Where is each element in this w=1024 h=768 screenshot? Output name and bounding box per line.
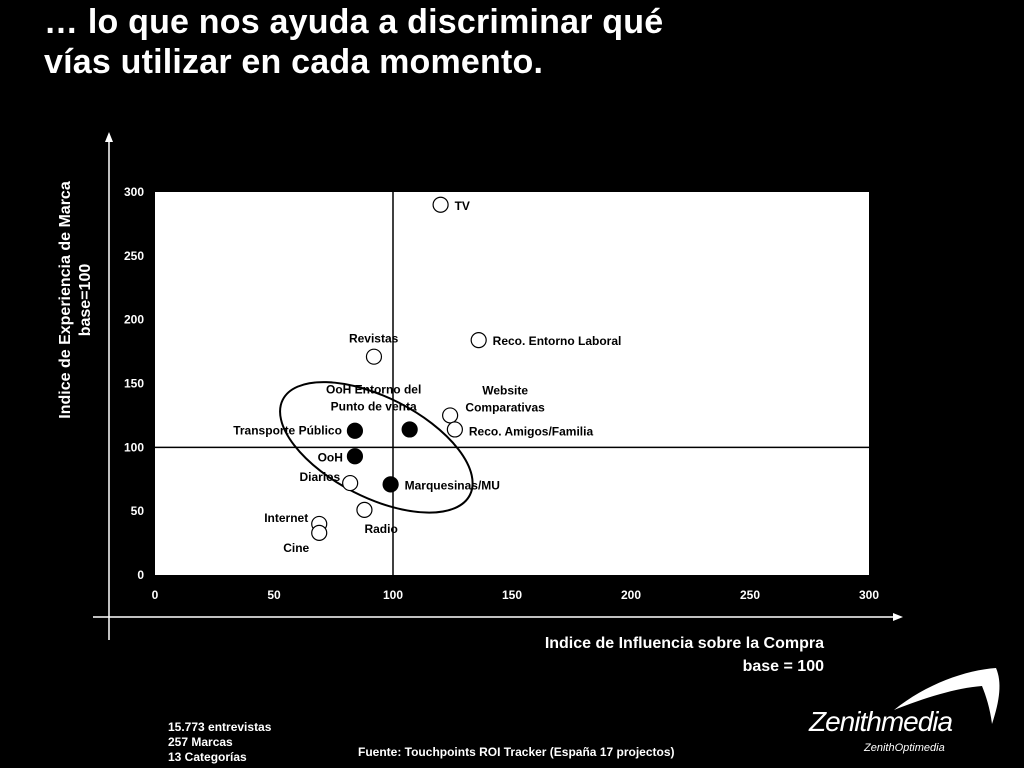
point-label-reco-entorno-laboral: Reco. Entorno Laboral [493,334,622,348]
y-tick-label: 100 [124,440,144,454]
highlight-ellipse-group [279,381,474,514]
title-line-2: vías utilizar en cada momento. [44,43,544,81]
x-axis-label-line-2: base = 100 [742,658,824,675]
x-axis-label-line-1: Indice de Influencia sobre la Compra [544,635,824,652]
brand-sub: ZenithOptimedia [864,742,945,754]
point-marquesinas-mu [382,476,399,493]
chart-ticks: 0 50 100 150 200 250 300 0 50 100 150 200 250 300 [124,185,879,602]
y-axis-arrowhead [105,132,113,142]
chart-points [311,196,487,541]
chart-axes [93,132,903,640]
point-label-internet: Internet [264,511,308,525]
survey-stats: 15.773 entrevistas 257 Marcas 13 Categor… [168,720,271,765]
y-axis-label-line-2: base=100 [77,263,94,337]
y-tick-label: 50 [131,504,145,518]
x-tick-label: 50 [267,588,281,602]
point-reco-amigos-familia [446,421,463,438]
point-label-ooh: OoH [318,450,343,464]
point-label-transporte-publico: Transporte Público [233,424,342,438]
title-line-1: … lo que nos ayuda a discriminar qué [44,3,664,41]
stat-categories: 13 Categorías [168,750,247,764]
highlight-ellipse [279,381,474,514]
point-ooh [346,448,364,465]
point-label-reco-amigos-familia: Reco. Amigos/Familia [469,424,594,438]
y-tick-label: 0 [137,568,144,582]
source-note: Fuente: Touchpoints ROI Tracker (España … [358,745,675,759]
x-axis-arrowhead [893,613,903,621]
swoosh-icon [894,668,1000,724]
stat-interviews: 15.773 entrevistas [168,720,272,734]
x-tick-label: 150 [502,588,522,602]
point-label-marquesinas-mu: Marquesinas/MU [405,478,500,492]
x-axis-label: Indice de Influencia sobre la Compra bas… [545,632,824,678]
point-label-diarios: Diarios [299,470,340,484]
zenithmedia-logo: Zenithmedia ZenithOptimedia [806,664,1006,764]
x-tick-label: 250 [740,588,760,602]
point-label-website-comparativas: Website Comparativas [465,383,545,414]
point-label-cine: Cine [283,541,309,555]
y-tick-label: 200 [124,313,144,327]
point-website-comparativas [442,407,459,424]
brand-name: Zenithmedia [809,706,953,737]
x-tick-label: 200 [621,588,641,602]
point-label-tv: TV [455,199,470,213]
point-revistas [365,348,383,365]
point-cine [311,524,328,541]
point-label-revistas: Revistas [349,332,399,346]
stat-brands: 257 Marcas [168,735,233,749]
point-label-radio: Radio [364,522,397,536]
x-tick-label: 0 [152,588,159,602]
slide-title: … lo que nos ayuda a discriminar qué vía… [44,2,944,82]
y-tick-label: 150 [124,377,144,391]
y-tick-label: 300 [124,185,144,199]
point-radio [356,501,373,518]
point-ooh-entorno-del-punto-de-venta [401,421,418,438]
x-tick-label: 300 [859,588,879,602]
point-tv [432,196,449,213]
x-tick-label: 100 [383,588,403,602]
point-label-ooh-entorno-del-punto-de-venta: OoH Entorno del Punto de venta [326,382,421,413]
point-reco-entorno-laboral [470,331,487,349]
y-axis-label-line-1: Indice de Experiencia de Marca [57,181,74,419]
y-axis-label: Indice de Experiencia de Marca base=100 [56,140,96,460]
plot-area [155,192,869,575]
point-transporte-publico [346,422,364,439]
y-tick-label: 250 [124,249,144,263]
chart-point-labels: TV Reco. Entorno Laboral Revistas Website Co… [233,199,621,555]
point-diarios [342,474,359,492]
